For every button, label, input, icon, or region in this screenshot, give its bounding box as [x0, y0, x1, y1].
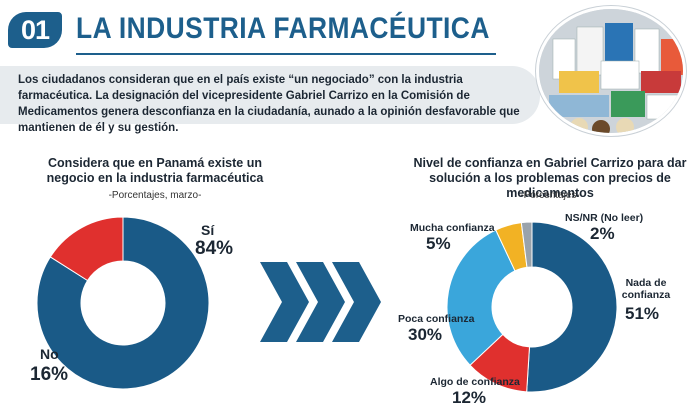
- title-underline: [76, 53, 496, 55]
- chart2-label-nada: Nada de confianza: [621, 277, 671, 301]
- chart2-label-mucha: Mucha confianza: [410, 222, 495, 234]
- chart2-value-nada: 51%: [625, 304, 660, 323]
- chart2-label-nsnr: NS/NR (No leer): [565, 212, 644, 224]
- chart1-label-si: Sí: [201, 222, 215, 238]
- chart2-label-algo: Algo de confianza: [430, 376, 520, 388]
- chart2-label-poca: Poca confianza: [398, 313, 475, 325]
- chart1-subtitle: -Porcentajes, marzo-: [108, 190, 202, 201]
- chart2-slice-nada: [526, 221, 618, 393]
- intro-text: Los ciudadanos consideran que en el país…: [18, 74, 520, 134]
- chart2-slice-poca: [446, 229, 516, 366]
- intro-panel: [0, 66, 540, 124]
- page-title: LA INDUSTRIA FARMACÉUTICA: [76, 12, 490, 45]
- chart2-value-poca: 30%: [408, 325, 443, 344]
- chart1-value-no: 16%: [30, 364, 69, 385]
- chart1-slice-si: [36, 216, 210, 390]
- chart2-value-nsnr: 2%: [590, 224, 615, 243]
- chart1-title: Considera que en Panamá existe un negoci…: [46, 156, 264, 185]
- section-number-badge: 01: [8, 12, 62, 48]
- chart2-value-mucha: 5%: [426, 234, 451, 253]
- chart1-value-si: 84%: [195, 238, 234, 259]
- donut-chart-2: [446, 221, 618, 393]
- chart2-value-algo: 12%: [452, 388, 487, 407]
- chart1-slice-no: [49, 216, 124, 282]
- chevron-arrows-icon: [260, 262, 381, 342]
- chart1-label-no: No: [40, 346, 59, 362]
- donut-chart-1: [36, 216, 210, 390]
- chart2-title: Nivel de confianza en Gabriel Carrizo pa…: [413, 156, 687, 200]
- chart2-slice-nsnr: [520, 221, 533, 268]
- medicine-photo: [536, 6, 686, 136]
- chart2-subtitle: -Porcentajes-: [520, 190, 580, 201]
